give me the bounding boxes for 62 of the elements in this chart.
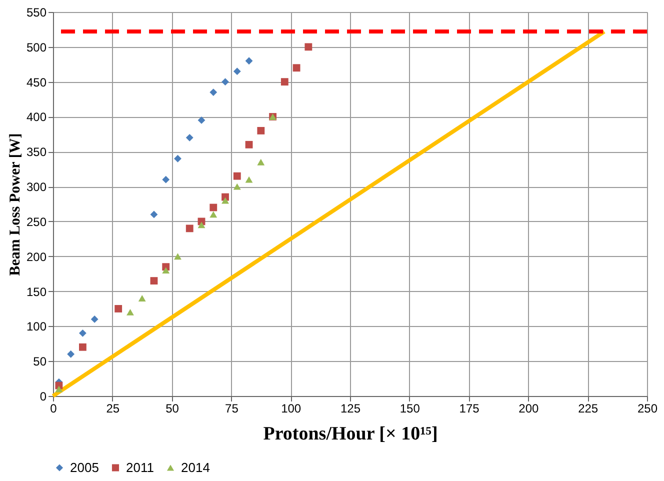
x-tick-label: 0 bbox=[50, 402, 58, 416]
legend-label: 2011 bbox=[126, 460, 154, 475]
x-tick-label: 150 bbox=[400, 402, 420, 416]
legend-label: 2014 bbox=[181, 460, 210, 475]
y-tick-label: 50 bbox=[33, 354, 47, 369]
point bbox=[233, 172, 241, 180]
point bbox=[174, 253, 182, 260]
point bbox=[257, 158, 265, 166]
point bbox=[90, 315, 98, 323]
point bbox=[245, 176, 253, 183]
point bbox=[222, 197, 229, 204]
point bbox=[186, 224, 194, 232]
point bbox=[233, 183, 241, 190]
x-tick-label: 225 bbox=[578, 402, 598, 416]
point bbox=[210, 204, 218, 212]
y-tick-label: 350 bbox=[26, 145, 47, 160]
point bbox=[210, 88, 218, 96]
y-tick-label: 450 bbox=[26, 75, 47, 90]
y-tick-label: 150 bbox=[26, 284, 47, 299]
point bbox=[138, 295, 146, 302]
y-tick-label: 400 bbox=[26, 110, 47, 124]
point bbox=[222, 78, 229, 86]
point bbox=[174, 154, 182, 162]
point bbox=[150, 277, 158, 285]
y-tick-label: 250 bbox=[26, 214, 47, 229]
x-tick-label: 25 bbox=[106, 402, 120, 416]
point bbox=[78, 329, 86, 337]
point bbox=[210, 211, 218, 218]
point bbox=[245, 140, 253, 148]
y-axis-title: Beam Loss Power [W] bbox=[7, 133, 24, 276]
x-tick-label: 200 bbox=[518, 402, 540, 416]
point bbox=[78, 343, 86, 351]
y-tick-label: 550 bbox=[26, 6, 47, 20]
point bbox=[162, 176, 170, 184]
point bbox=[126, 309, 134, 316]
point bbox=[198, 116, 206, 124]
point bbox=[114, 305, 122, 312]
point bbox=[245, 57, 253, 65]
point bbox=[55, 386, 63, 392]
point bbox=[257, 126, 265, 134]
y-tick-label: 0 bbox=[40, 390, 47, 404]
point bbox=[198, 222, 206, 228]
point bbox=[186, 134, 194, 142]
y-tick-label: 500 bbox=[26, 40, 47, 54]
point bbox=[233, 68, 241, 76]
legend-label: 2005 bbox=[70, 460, 99, 475]
point bbox=[67, 350, 75, 358]
point bbox=[304, 43, 312, 51]
x-axis-title: Protons/Hour [× 10¹⁵] bbox=[263, 424, 438, 444]
point bbox=[162, 267, 170, 274]
point bbox=[280, 78, 288, 86]
x-tick-label: 75 bbox=[225, 402, 239, 416]
x-tick-label: 250 bbox=[637, 402, 658, 416]
y-tick-label: 100 bbox=[26, 320, 47, 334]
point bbox=[150, 210, 158, 218]
point bbox=[292, 64, 300, 72]
x-tick-label: 175 bbox=[459, 402, 480, 416]
x-tick-label: 125 bbox=[340, 402, 361, 416]
x-tick-label: 100 bbox=[281, 402, 302, 416]
x-tick-label: 50 bbox=[166, 402, 180, 416]
y-tick-label: 300 bbox=[26, 180, 47, 194]
y-tick-label: 200 bbox=[26, 250, 47, 264]
